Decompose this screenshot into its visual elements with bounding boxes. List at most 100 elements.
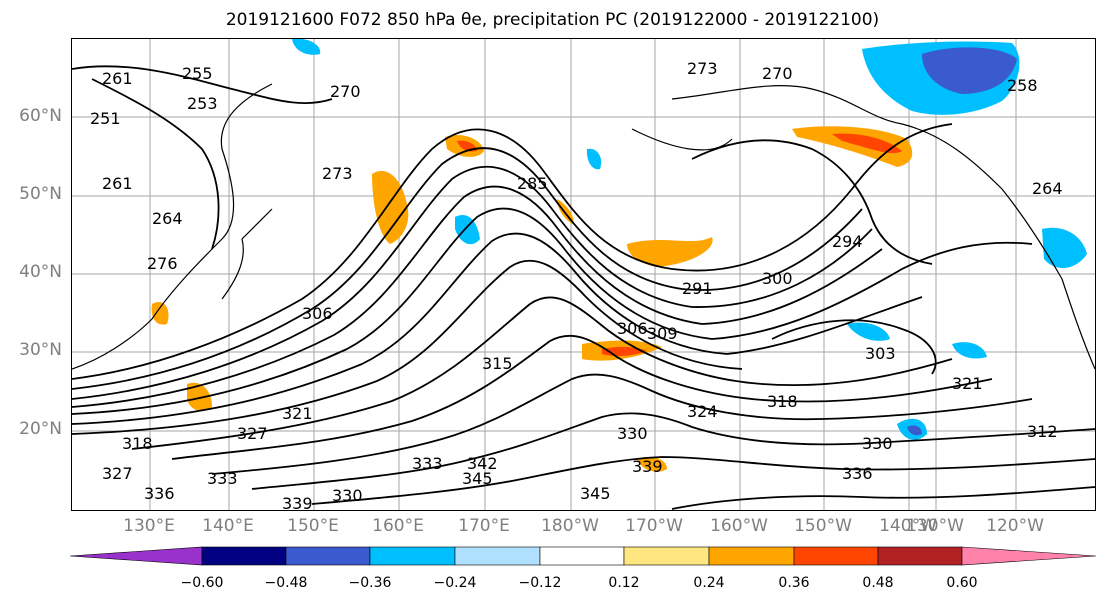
contour-label-251: 251 <box>90 109 121 128</box>
colorbar-segment <box>285 546 371 566</box>
contour-label-330c: 330 <box>862 434 893 453</box>
colorbar-tick-3: −0.36 <box>348 575 392 591</box>
shade-strong-negative-alaska <box>922 47 1017 94</box>
contour-label-294: 294 <box>832 232 863 251</box>
lon-label-160w: 160°W <box>710 516 768 536</box>
lat-label-50n: 50°N <box>19 184 62 204</box>
shade-negative-patch-6 <box>292 39 321 55</box>
contour-label-333: 333 <box>412 454 443 473</box>
contour-288 <box>72 165 873 400</box>
colorbar-segment <box>793 546 879 566</box>
map-title: 2019121600 F072 850 hPa θe, precipitatio… <box>225 10 880 30</box>
colorbar-segment <box>961 546 1096 566</box>
contour-label-333b: 333 <box>207 469 238 488</box>
contour-label-339b: 339 <box>282 494 313 510</box>
contour-264 <box>91 78 220 250</box>
coast-aleutians <box>631 128 733 151</box>
contour-309 <box>131 296 953 450</box>
contour-label-300: 300 <box>762 269 793 288</box>
shade-positive-japan <box>151 301 169 325</box>
contour-label-318b: 318 <box>122 434 153 453</box>
lon-label-120w: 120°W <box>986 516 1044 536</box>
shade-positive-central <box>627 237 713 267</box>
contour-label-342: 342 <box>467 454 498 473</box>
contour-300 <box>72 232 923 425</box>
contour-label-321b: 321 <box>952 374 983 393</box>
lon-label-130e: 130°E <box>123 516 175 536</box>
contour-label-270b: 270 <box>762 64 793 83</box>
contour-label-321: 321 <box>282 404 313 423</box>
lon-label-150w: 150°W <box>794 516 852 536</box>
contour-label-303: 303 <box>865 344 896 363</box>
contour-label-273b: 273 <box>687 59 718 78</box>
contour-label-261: 261 <box>102 69 133 88</box>
lat-label-30n: 30°N <box>19 340 62 360</box>
lon-label-170w: 170°W <box>625 516 683 536</box>
colorbar-tick-10: 0.60 <box>946 575 978 591</box>
contour-label-318: 318 <box>767 392 798 411</box>
colorbar-segment <box>877 546 963 566</box>
contour-306 <box>72 259 743 435</box>
colorbar-segments <box>70 546 1096 566</box>
shade-strong-negative-patch-5 <box>907 425 922 436</box>
contour-label-327b: 327 <box>102 464 133 483</box>
lon-label-150e: 150°E <box>287 516 339 536</box>
contour-261 <box>72 65 333 105</box>
contour-label-264: 264 <box>152 209 183 228</box>
contour-label-273: 273 <box>322 164 353 183</box>
contour-label-324: 324 <box>687 402 718 421</box>
shade-positive-taiwan <box>187 382 212 411</box>
contour-label-255: 255 <box>182 64 213 83</box>
lat-label-60n: 60°N <box>19 106 62 126</box>
contour-label-345: 345 <box>462 469 493 488</box>
contour-label-253: 253 <box>187 94 218 113</box>
theta-e-contours <box>72 65 1095 510</box>
colorbar-tick-6: 0.12 <box>608 575 640 591</box>
contour-294b <box>691 139 933 265</box>
contour-label-309: 309 <box>647 324 678 343</box>
coast-asia <box>72 83 273 370</box>
contour-label-336b: 336 <box>144 484 175 503</box>
contour-label-261b: 261 <box>102 174 133 193</box>
colorbar-tick-9: 0.48 <box>862 575 894 591</box>
contour-label-270: 270 <box>330 82 361 101</box>
shade-negative-patch-7 <box>586 148 602 170</box>
colorbar-tick-8: 0.36 <box>778 575 810 591</box>
map-canvas: 261 255 253 251 270 270 273 261 264 273 … <box>72 39 1095 510</box>
contour-276 <box>72 123 953 380</box>
colorbar-tick-1: −0.60 <box>180 575 224 591</box>
map-panel[interactable]: 261 255 253 251 270 270 273 261 264 273 … <box>71 38 1096 511</box>
shade-negative-patch-3 <box>847 322 890 341</box>
contour-336 <box>671 486 1095 510</box>
shade-positive-westpac <box>372 170 409 244</box>
contour-label-306b: 306 <box>617 319 648 338</box>
colorbar-segment <box>369 546 456 566</box>
contour-294 <box>72 207 1033 415</box>
lon-label-140w: 140°W <box>879 516 937 536</box>
colorbar <box>70 546 1096 566</box>
colorbar-segment <box>70 546 203 566</box>
contour-label-327: 327 <box>237 424 268 443</box>
contour-label-330b: 330 <box>332 486 363 505</box>
contour-291 <box>72 185 883 408</box>
shade-negative-patch-2 <box>1042 227 1087 269</box>
contour-333 <box>311 456 1095 505</box>
contour-327 <box>251 412 1095 490</box>
lon-label-130w-visible: 130°W <box>906 516 964 536</box>
colorbar-tick-4: −0.24 <box>433 575 477 591</box>
lat-label-20n: 20°N <box>19 419 62 439</box>
shade-strong-positive-gulf <box>832 133 902 154</box>
colorbar-tick-2: −0.48 <box>264 575 308 591</box>
contour-label-285: 285 <box>517 174 548 193</box>
colorbar-tick-5: −0.12 <box>518 575 562 591</box>
contour-321 <box>211 373 1033 475</box>
colorbar-segment <box>201 546 287 566</box>
contour-282 <box>72 147 863 390</box>
shade-negative-patch-4 <box>952 342 987 359</box>
colorbar-segment <box>454 546 541 566</box>
contour-label-258: 258 <box>1007 76 1038 95</box>
shade-negative-patch-1 <box>455 215 480 245</box>
contour-label-315: 315 <box>482 354 513 373</box>
coast-north-america <box>671 85 1095 370</box>
colorbar-segment <box>539 546 625 566</box>
